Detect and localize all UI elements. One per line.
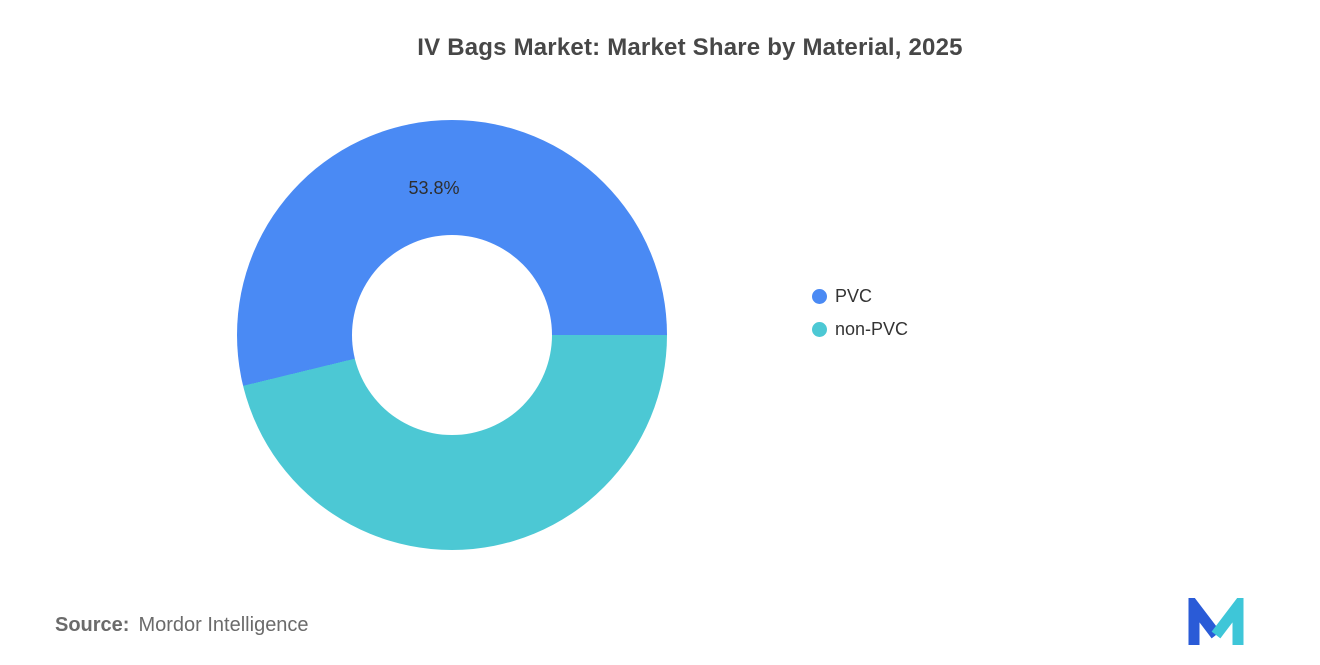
donut-chart: 53.8% — [237, 120, 667, 550]
source-note: Source: Mordor Intelligence — [55, 614, 309, 637]
legend-item-non-pvc[interactable]: non-PVC — [812, 317, 908, 342]
source-label: Source: — [55, 614, 130, 636]
source-value: Mordor Intelligence — [138, 614, 309, 636]
non-pvc-legend-marker-icon — [812, 322, 827, 337]
chart-title: IV Bags Market: Market Share by Material… — [417, 34, 963, 61]
legend-item-label: non-PVC — [835, 319, 909, 339]
pvc-slice-label: 53.8% — [408, 178, 460, 198]
legend: PVC non-PVC — [812, 284, 908, 342]
legend-item-pvc[interactable]: PVC — [812, 284, 908, 309]
mordor-intelligence-logo-icon — [1188, 598, 1244, 645]
donut-hole — [352, 235, 552, 435]
pvc-legend-marker-icon — [812, 289, 827, 304]
legend-item-label: PVC — [835, 286, 873, 306]
